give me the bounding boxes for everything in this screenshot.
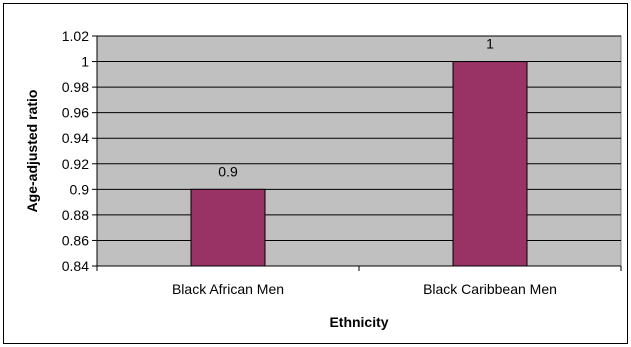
x-tick-label: Black African Men — [172, 281, 284, 297]
y-tick-label: 0.98 — [62, 79, 89, 95]
y-tick-label: 0.96 — [62, 105, 89, 121]
x-axis-label: Ethnicity — [329, 314, 388, 330]
data-label: 0.9 — [218, 163, 238, 179]
y-tick-label: 0.9 — [70, 181, 90, 197]
x-axis-ticks: Black African Men Black Caribbean Men — [96, 266, 622, 297]
y-tick-label: 0.92 — [62, 156, 89, 172]
plot-area — [96, 35, 622, 267]
gridlines — [96, 35, 621, 267]
bar — [190, 188, 266, 267]
bars — [190, 61, 528, 267]
data-label: 1 — [486, 36, 494, 52]
data-labels: 0.91 — [218, 36, 494, 180]
x-tick-label: Black Caribbean Men — [423, 281, 557, 297]
y-tick-label: 1 — [81, 54, 89, 70]
y-tick-label: 0.88 — [62, 207, 89, 223]
y-tick-label: 0.94 — [62, 130, 89, 146]
y-axis-label: Age-adjusted ratio — [24, 90, 40, 213]
y-tick-label: 0.84 — [62, 258, 89, 274]
y-tick-label: 0.86 — [62, 232, 89, 248]
y-axis-ticks: 0.84 0.86 0.88 0.9 0.92 0.94 0.96 0.98 1 1.02 — [62, 28, 97, 274]
bar — [452, 61, 528, 267]
y-tick-label: 1.02 — [62, 28, 89, 44]
